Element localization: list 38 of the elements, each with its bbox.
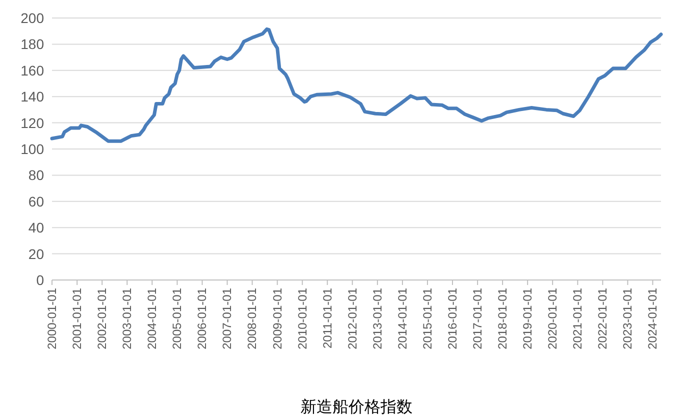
x-tick-label: 2008-01-01 <box>245 288 260 350</box>
y-tick-label: 40 <box>28 220 44 236</box>
x-tick-label: 2011-01-01 <box>320 288 334 348</box>
x-tick-label: 2017-01-01 <box>470 288 485 350</box>
x-tick-label: 2009-01-01 <box>270 288 284 350</box>
x-tick-label: 2005-01-01 <box>170 288 184 350</box>
x-tick-label: 2012-01-01 <box>345 288 360 350</box>
y-tick-label: 60 <box>28 193 44 210</box>
x-tick-label: 2003-01-01 <box>120 288 134 350</box>
x-tick-label: 2019-01-01 <box>520 288 535 350</box>
x-tick-label: 2015-01-01 <box>420 288 434 350</box>
text: 新造船价格指数 <box>300 398 412 416</box>
x-tick-label: 2002-01-01 <box>95 288 110 350</box>
x-tick-label: 2020-01-01 <box>546 288 560 350</box>
x-tick-label: 2000-01-01 <box>45 288 59 350</box>
x-tick-label: 2014-01-01 <box>395 288 410 350</box>
x-tick-label: 2024-01-01 <box>646 288 660 350</box>
y-tick-label: 80 <box>28 167 44 184</box>
y-tick-label: 120 <box>20 114 44 131</box>
x-tick-label: 2006-01-01 <box>195 288 210 350</box>
y-tick-label: 200 <box>20 10 44 26</box>
y-tick-label: 0 <box>36 272 44 288</box>
y-tick-label: 160 <box>20 62 44 78</box>
y-tick-label: 140 <box>20 88 44 105</box>
line-series <box>50 27 663 143</box>
x-tick-label: 2023-01-01 <box>620 288 635 350</box>
x-tick-label: 2013-01-01 <box>370 288 384 350</box>
x-tick-label: 2022-01-01 <box>596 288 610 350</box>
x-tick-label: 2021-01-01 <box>570 288 585 350</box>
y-tick-label: 20 <box>28 246 44 262</box>
x-tick-label: 2018-01-01 <box>496 288 510 350</box>
x-tick-label: 2001-01-01 <box>70 288 84 350</box>
y-tick-label: 180 <box>20 36 44 52</box>
y-tick-label: 100 <box>20 141 44 157</box>
x-tick-label: 2004-01-01 <box>145 288 160 350</box>
x-tick-label: 2016-01-01 <box>445 288 460 350</box>
x-tick-label: 2007-01-01 <box>220 288 234 350</box>
x-tick-label: 2010-01-01 <box>295 288 310 350</box>
